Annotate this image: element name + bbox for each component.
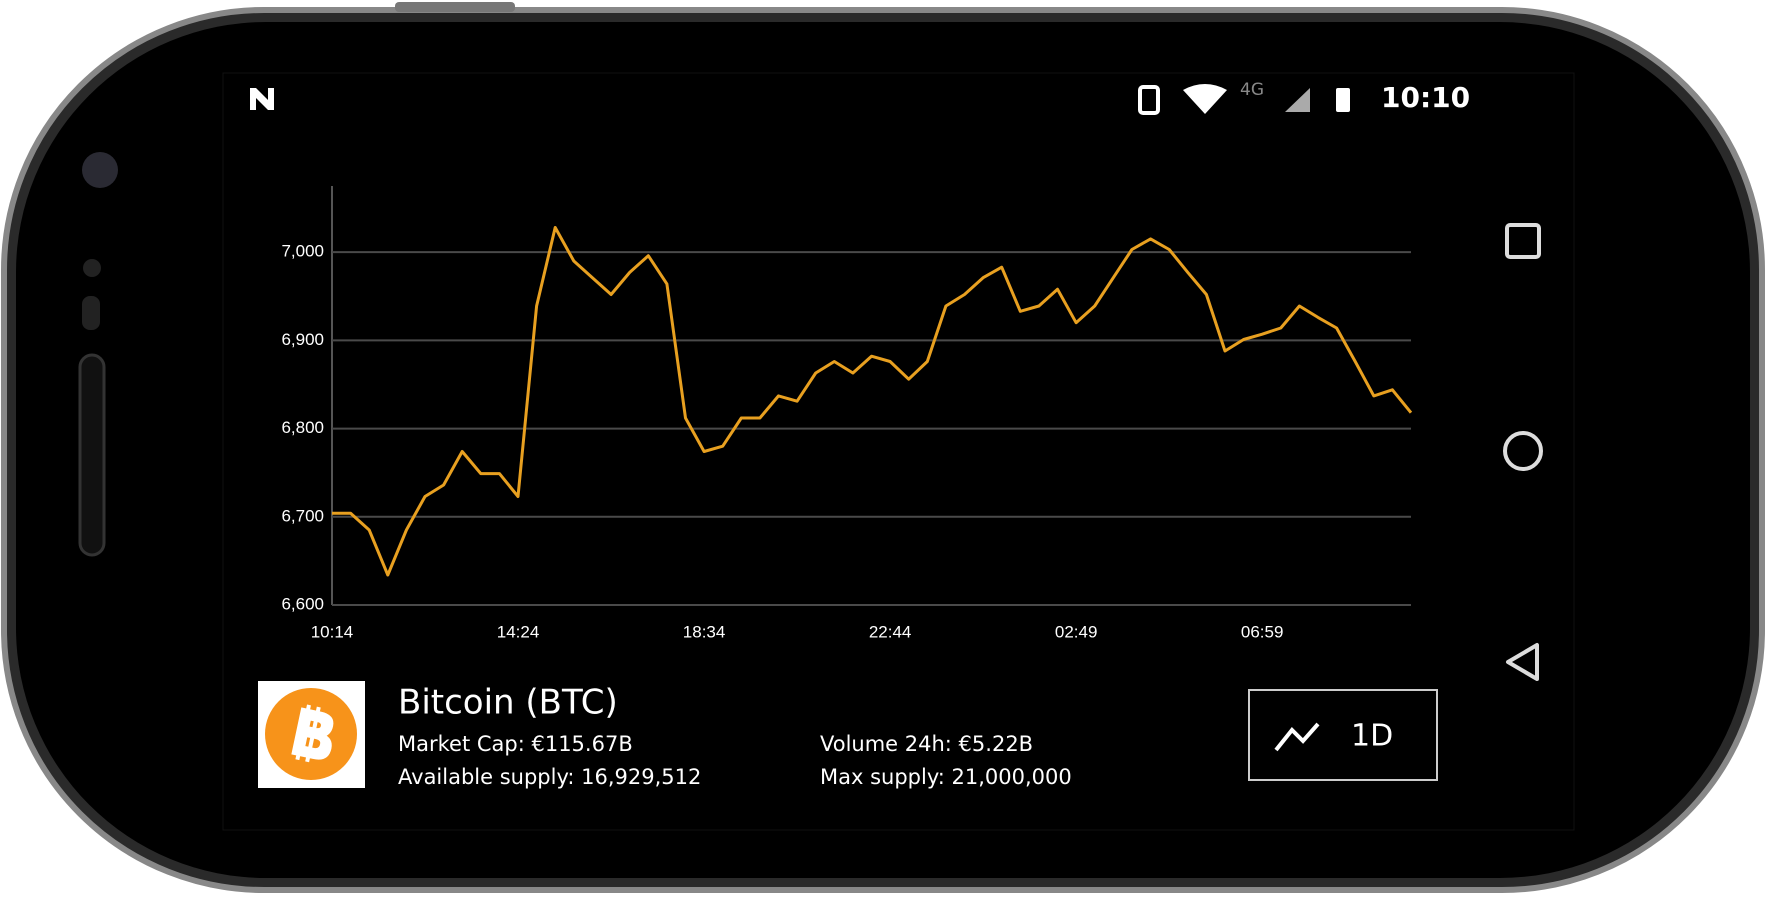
- recents-button[interactable]: [1505, 223, 1541, 259]
- x-tick-label: 14:24: [497, 622, 540, 641]
- x-tick-label: 22:44: [869, 622, 912, 641]
- power-button: [395, 2, 515, 12]
- volume: Volume 24h: €5.22B: [820, 732, 1033, 756]
- coin-logo-glyph: [291, 704, 334, 763]
- available-supply: Available supply: 16,929,512: [398, 765, 701, 789]
- status-time: 10:10: [1381, 81, 1470, 114]
- home-button[interactable]: [1503, 431, 1543, 471]
- speaker: [78, 353, 106, 557]
- y-tick-label: 6,600: [281, 594, 324, 613]
- sensor: [82, 296, 100, 330]
- sensor: [83, 259, 101, 277]
- max-supply: Max supply: 21,000,000: [820, 765, 1072, 789]
- back-button[interactable]: [1506, 643, 1539, 681]
- wifi-icon: [1183, 84, 1227, 114]
- vibrate-icon: [1138, 85, 1160, 115]
- range-button[interactable]: [1248, 689, 1438, 781]
- signal-icon: [1285, 88, 1310, 112]
- price-chart: 6,600 6,700 6,800 6,900 7,000 10:14 14:24 18:34…: [281, 226, 1413, 641]
- price-line: [332, 226, 1413, 577]
- x-tick-label: 06:59: [1241, 622, 1284, 641]
- x-tick-label: 10:14: [311, 622, 354, 641]
- y-tick-label: 6,900: [281, 330, 324, 349]
- x-tick-label: 18:34: [683, 622, 726, 641]
- coin-name: Bitcoin (BTC): [398, 683, 618, 723]
- chart-icon: [1274, 722, 1320, 752]
- camera: [82, 152, 118, 188]
- network-label: 4G: [1240, 80, 1264, 100]
- notification-icon: [250, 88, 274, 110]
- y-tick-label: 7,000: [281, 242, 324, 261]
- y-tick-label: 6,700: [281, 506, 324, 525]
- range-label: 1D: [1351, 719, 1393, 754]
- y-tick-label: 6,800: [281, 418, 324, 437]
- market-cap: Market Cap: €115.67B: [398, 732, 633, 756]
- battery-icon: [1336, 88, 1350, 112]
- x-tick-label: 02:49: [1055, 622, 1098, 641]
